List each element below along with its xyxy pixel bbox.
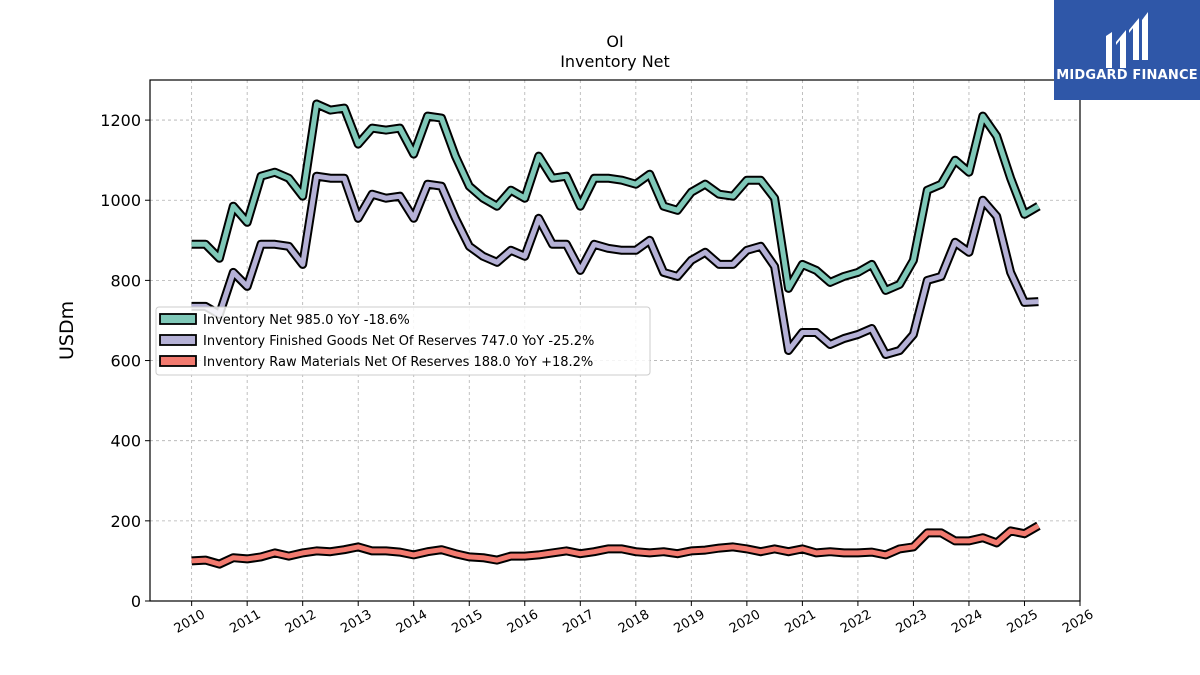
y-tick-label: 600 xyxy=(110,352,141,371)
legend-label-0: Inventory Net 985.0 YoY -18.6% xyxy=(203,313,410,328)
x-tick-label: 2017 xyxy=(560,607,596,637)
y-tick-label: 400 xyxy=(110,432,141,451)
chart-title: OI xyxy=(606,32,624,51)
x-tick-label: 2024 xyxy=(949,607,985,637)
y-tick-label: 1200 xyxy=(100,111,141,130)
series-line-1 xyxy=(191,173,1039,357)
y-tick-label: 800 xyxy=(110,271,141,290)
x-tick-label: 2018 xyxy=(616,607,652,637)
y-tick-label: 0 xyxy=(131,592,141,611)
legend-swatch-0 xyxy=(159,313,197,325)
legend-label-2: Inventory Raw Materials Net Of Reserves … xyxy=(203,355,593,370)
x-tick-label: 2013 xyxy=(338,607,374,637)
y-tick-label: 1000 xyxy=(100,191,141,210)
series-line-2 xyxy=(191,523,1040,567)
x-tick-label: 2016 xyxy=(505,607,541,637)
plot-frame xyxy=(149,79,1081,602)
x-tick-label: 2025 xyxy=(1005,607,1041,637)
x-tick-label: 2022 xyxy=(838,607,874,637)
x-tick-label: 2026 xyxy=(1060,607,1096,637)
x-tick-label: 2010 xyxy=(172,607,208,637)
series-line-0 xyxy=(191,101,1040,293)
x-tick-label: 2019 xyxy=(672,607,708,637)
x-tick-label: 2020 xyxy=(727,607,763,637)
x-tick-label: 2014 xyxy=(394,607,430,637)
y-tick-label: 200 xyxy=(110,512,141,531)
brand-mark-icon xyxy=(1106,12,1148,68)
chart-subtitle: Inventory Net xyxy=(560,52,670,71)
legend-swatch-2 xyxy=(159,355,197,367)
x-tick-label: 2011 xyxy=(227,607,263,637)
legend-box xyxy=(155,306,651,376)
x-tick-label: 2015 xyxy=(449,607,485,637)
x-tick-label: 2023 xyxy=(894,607,930,637)
x-tick-label: 2021 xyxy=(783,607,819,637)
legend-swatch-1 xyxy=(159,334,197,346)
brand-name: MIDGARD FINANCE xyxy=(1056,68,1198,83)
brand-logo: MIDGARD FINANCE xyxy=(1054,0,1200,100)
legend-label-1: Inventory Finished Goods Net Of Reserves… xyxy=(203,334,594,349)
x-tick-label: 2012 xyxy=(283,607,319,637)
